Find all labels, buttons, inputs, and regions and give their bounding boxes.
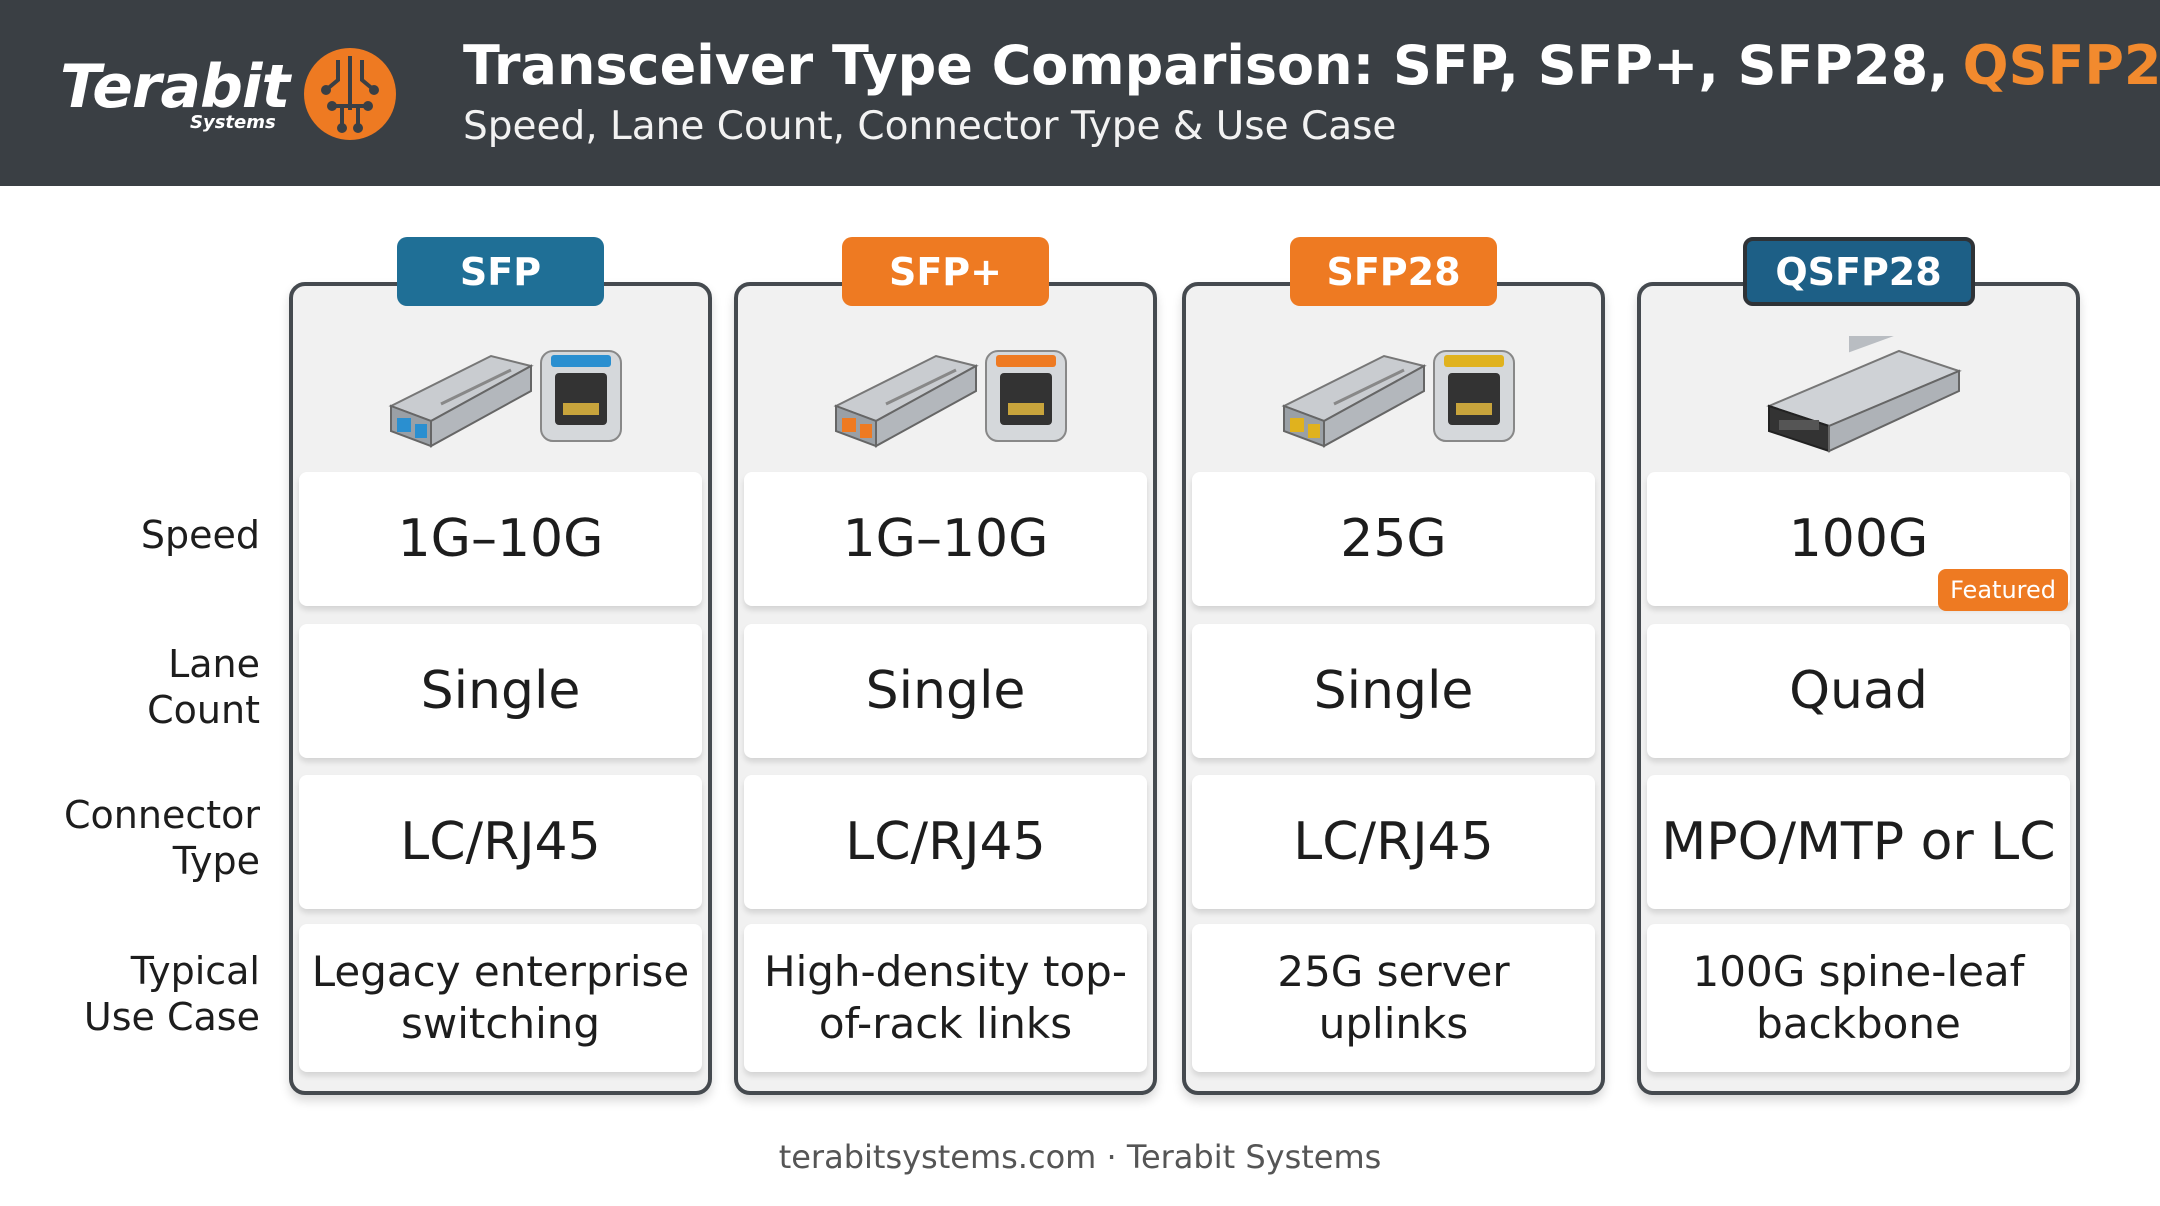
row-label: Connector Type	[64, 793, 260, 883]
cell-lanes: Quad	[1647, 624, 2070, 758]
transceiver-image	[293, 286, 708, 466]
cell-connector: LC/RJ45	[299, 775, 702, 909]
footer: terabitsystems.com · Terabit Systems	[778, 1138, 1382, 1176]
title-highlight: QSFP28	[1962, 34, 2160, 97]
featured-badge: Featured	[1938, 569, 2068, 611]
title-text: Transceiver Type Comparison: SFP, SFP+, …	[463, 34, 1949, 97]
cell-use-case: 100G spine-leaf backbone	[1647, 924, 2070, 1072]
cell-lanes: Single	[299, 624, 702, 758]
cell-connector: LC/RJ45	[1192, 775, 1595, 909]
column-tag: SFP28	[1290, 237, 1497, 306]
row-label: Typical Use Case	[83, 949, 260, 1039]
cell-connector: LC/RJ45	[744, 775, 1147, 909]
transceiver-image	[1186, 286, 1601, 466]
column-tag: QSFP28	[1742, 237, 1975, 306]
title: Transceiver Type Comparison: SFP, SFP+, …	[463, 34, 2160, 97]
column-tag: SFP	[397, 237, 604, 306]
column-card: 100G Quad MPO/MTP or LC 100G spine-leaf bac…	[1637, 282, 2080, 1095]
column-card: 25G Single LC/RJ45 25G server uplinks	[1182, 282, 1605, 1095]
column-card: 1G–10G Single LC/RJ45 Legacy enterprise swi…	[289, 282, 712, 1095]
logo-name: Terabit	[60, 52, 290, 122]
cell-use-case: Legacy enterprise switching	[299, 924, 702, 1072]
column-card: 1G–10G Single LC/RJ45 High-density top-of-r…	[734, 282, 1157, 1095]
cell-connector: MPO/MTP or LC	[1647, 775, 2070, 909]
row-label: Lane Count	[147, 642, 260, 732]
column-tag: SFP+	[842, 237, 1049, 306]
cell-lanes: Single	[1192, 624, 1595, 758]
cell-speed: 25G	[1192, 472, 1595, 606]
logo-icon	[304, 48, 396, 140]
logo-sub: Systems	[190, 112, 276, 133]
cell-lanes: Single	[744, 624, 1147, 758]
transceiver-image	[738, 286, 1153, 466]
cell-speed: 1G–10G	[744, 472, 1147, 606]
header: Terabit Systems Transceiver Type Compari…	[0, 0, 2160, 186]
cell-use-case: 25G server uplinks	[1192, 924, 1595, 1072]
subtitle: Speed, Lane Count, Connector Type & Use …	[463, 104, 1397, 149]
row-label: Speed	[140, 513, 260, 557]
cell-use-case: High-density top-of-rack links	[744, 924, 1147, 1072]
transceiver-image	[1641, 286, 2076, 466]
cell-speed: 1G–10G	[299, 472, 702, 606]
